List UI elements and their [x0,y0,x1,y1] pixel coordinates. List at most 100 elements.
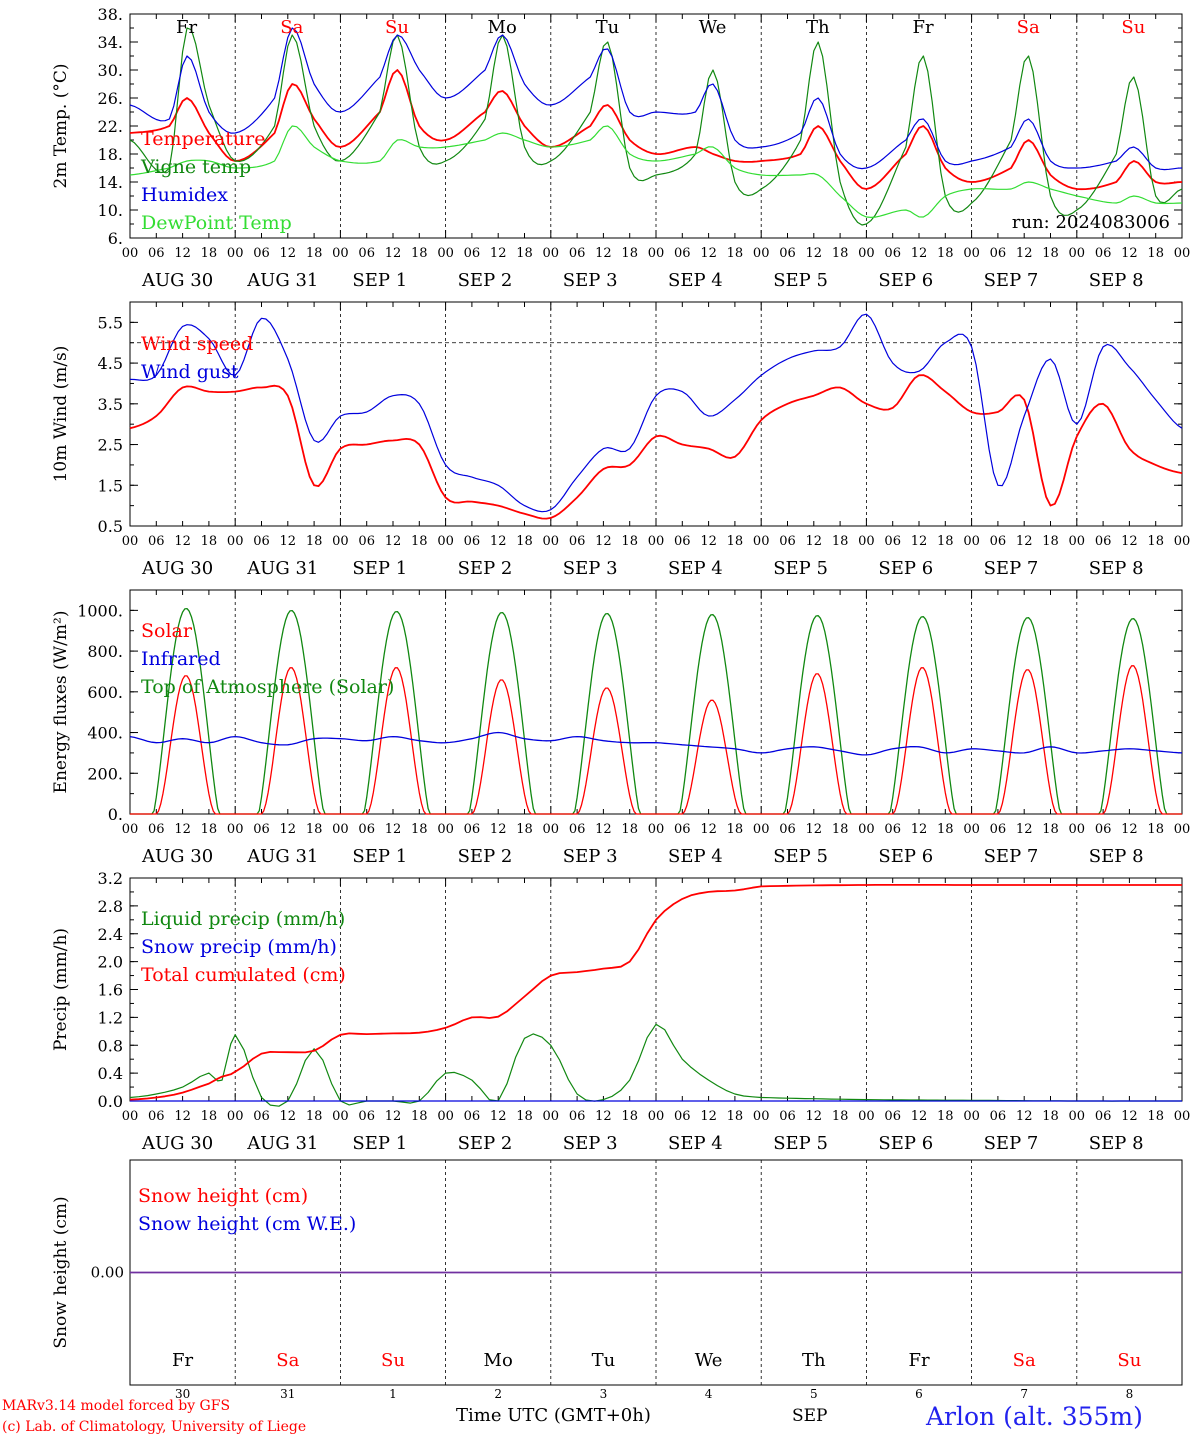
hour-label: 18 [621,534,638,549]
y-tick-label: 26. [98,89,123,108]
hour-label: 18 [306,534,323,549]
hour-label: 00 [227,1109,244,1124]
hour-label: 12 [490,822,507,837]
hour-label: 12 [700,246,717,261]
day-abbr-bottom: We [695,1350,723,1371]
panel-frame [129,589,1183,815]
hour-label: 00 [1174,534,1191,549]
hour-label: 06 [674,246,691,261]
hour-label: 00 [648,534,665,549]
hour-label: 18 [937,246,954,261]
hour-label: 12 [174,246,191,261]
hour-label: 00 [437,534,454,549]
hour-label: 06 [990,246,1007,261]
date-label: AUG 31 [246,270,318,291]
y-tick-label: 2.4 [98,925,123,944]
hour-label: 12 [490,246,507,261]
hour-label: 00 [963,822,980,837]
y-tick-label: 4.5 [98,354,123,373]
date-label: AUG 31 [246,558,318,579]
hour-label: 12 [806,534,823,549]
day-abbr-bottom: Th [802,1350,826,1371]
hour-label: 00 [858,534,875,549]
y-tick-label: 14. [98,173,123,192]
hour-label: 18 [1147,822,1164,837]
legend-entry: Vigne temp [140,156,251,178]
hour-label: 06 [674,1109,691,1124]
hour-label: 00 [963,534,980,549]
hour-label: 00 [648,246,665,261]
day-abbr-top: Fr [912,17,933,38]
hour-label: 06 [1095,246,1112,261]
hour-label: 12 [1016,534,1033,549]
day-abbr-bottom: Su [381,1350,405,1371]
hour-label: 06 [779,534,796,549]
hour-label: 18 [727,822,744,837]
hour-label: 18 [516,1109,533,1124]
hour-label: 18 [727,534,744,549]
legend-entry: Top of Atmosphere (Solar) [141,676,394,698]
date-label: SEP 2 [458,558,513,579]
day-abbr-bottom: Fr [172,1350,193,1371]
legend-entry: Wind speed [141,333,253,355]
date-label: SEP 5 [773,270,828,291]
y-tick-label: 3.2 [98,869,123,888]
hour-label: 06 [990,1109,1007,1124]
hour-label: 12 [595,822,612,837]
hour-label: 12 [700,822,717,837]
y-tick-label: 30. [98,61,123,80]
station-title: Arlon (alt. 355m) [926,1402,1143,1431]
y-tick-label: 2.5 [98,436,123,455]
date-label: SEP 8 [1089,1133,1144,1154]
hour-label: 18 [1147,1109,1164,1124]
y-tick-label: 2.8 [98,897,123,916]
hour-label: 12 [490,1109,507,1124]
hour-label: 18 [621,246,638,261]
y-tick-label: 1.2 [98,1008,123,1027]
hour-label: 06 [884,822,901,837]
hour-label: 18 [1042,246,1059,261]
y-tick-label: 18. [98,145,123,164]
hour-label: 18 [411,534,428,549]
hour-label: 12 [174,822,191,837]
hour-label: 00 [122,1109,139,1124]
y-axis-label: 10m Wind (m/s) [51,346,71,483]
lab-credit: (c) Lab. of Climatology, University of L… [2,1419,307,1435]
date-label: SEP 6 [878,846,933,867]
hour-label: 00 [437,822,454,837]
date-label: AUG 31 [246,1133,318,1154]
month-label: SEP [792,1406,828,1426]
hour-label: 00 [1174,1109,1191,1124]
series-line-total-cumulated-cm- [129,884,1182,1101]
hour-label: 06 [358,246,375,261]
hour-label: 18 [1147,246,1164,261]
y-axis-label: Energy fluxes (W/m²) [51,611,71,794]
date-label: SEP 2 [458,846,513,867]
legend-entry: Humidex [141,184,228,206]
hour-label: 00 [963,1109,980,1124]
hour-label: 00 [858,1109,875,1124]
legend-entry: DewPoint Temp [141,212,292,234]
day-abbr-top: Mo [488,17,517,38]
hour-label: 00 [1174,822,1191,837]
day-number: 30 [175,1387,190,1401]
y-tick-label: 38. [98,5,123,24]
hour-label: 12 [806,1109,823,1124]
legend-entry: Temperature [141,128,265,150]
hour-label: 12 [911,822,928,837]
hour-label: 00 [753,822,770,837]
hour-label: 18 [1042,1109,1059,1124]
series-line-wind-gust [129,313,1183,513]
hour-label: 00 [1069,534,1086,549]
hour-label: 18 [621,822,638,837]
hour-label: 06 [1095,822,1112,837]
hour-label: 18 [201,246,218,261]
hour-label: 12 [911,1109,928,1124]
hour-label: 18 [201,822,218,837]
hour-label: 06 [358,822,375,837]
day-number: 6 [915,1387,923,1401]
date-label: SEP 2 [458,270,513,291]
y-tick-label: 800. [87,642,123,661]
hour-label: 06 [779,1109,796,1124]
day-number: 2 [494,1387,502,1401]
